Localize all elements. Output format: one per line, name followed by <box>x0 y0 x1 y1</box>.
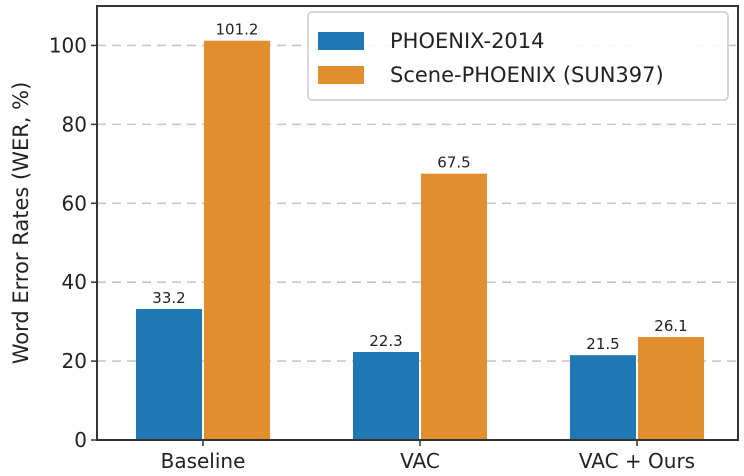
legend-label: PHOENIX-2014 <box>390 29 545 53</box>
bar <box>638 337 704 440</box>
y-tick-label: 100 <box>49 33 87 57</box>
y-axis-ticks: 0 20 40 60 80 100 <box>49 33 97 452</box>
data-labels: 33.2 22.3 21.5 101.2 67.5 26.1 <box>152 21 687 353</box>
y-tick-label: 0 <box>74 428 87 452</box>
legend: PHOENIX-2014 Scene-PHOENIX (SUN397) <box>307 11 729 101</box>
data-label: 21.5 <box>586 335 619 353</box>
bar <box>136 309 202 440</box>
x-tick-label: Baseline <box>161 449 246 473</box>
y-tick-label: 80 <box>62 112 87 136</box>
y-axis-label: Word Error Rates (WER, %) <box>9 82 33 365</box>
bar <box>204 40 270 440</box>
x-tick-label: VAC <box>400 449 440 473</box>
data-label: 26.1 <box>654 317 687 335</box>
legend-label: Scene-PHOENIX (SUN397) <box>390 63 664 87</box>
y-tick-label: 20 <box>62 349 87 373</box>
data-label: 33.2 <box>152 289 185 307</box>
bar <box>353 352 419 440</box>
x-tick-label: VAC + Ours <box>579 449 695 473</box>
data-label: 22.3 <box>369 332 402 350</box>
bar <box>421 173 487 440</box>
bar <box>570 355 636 440</box>
legend-swatch <box>318 66 364 84</box>
legend-box <box>307 11 729 101</box>
y-tick-label: 60 <box>62 191 87 215</box>
x-axis-ticks: Baseline VAC VAC + Ours <box>161 440 695 473</box>
data-label: 101.2 <box>216 21 259 39</box>
y-tick-label: 40 <box>62 270 87 294</box>
plot-frame <box>96 5 739 441</box>
data-label: 67.5 <box>437 154 470 172</box>
legend-swatch <box>318 32 364 50</box>
bars <box>136 40 704 440</box>
